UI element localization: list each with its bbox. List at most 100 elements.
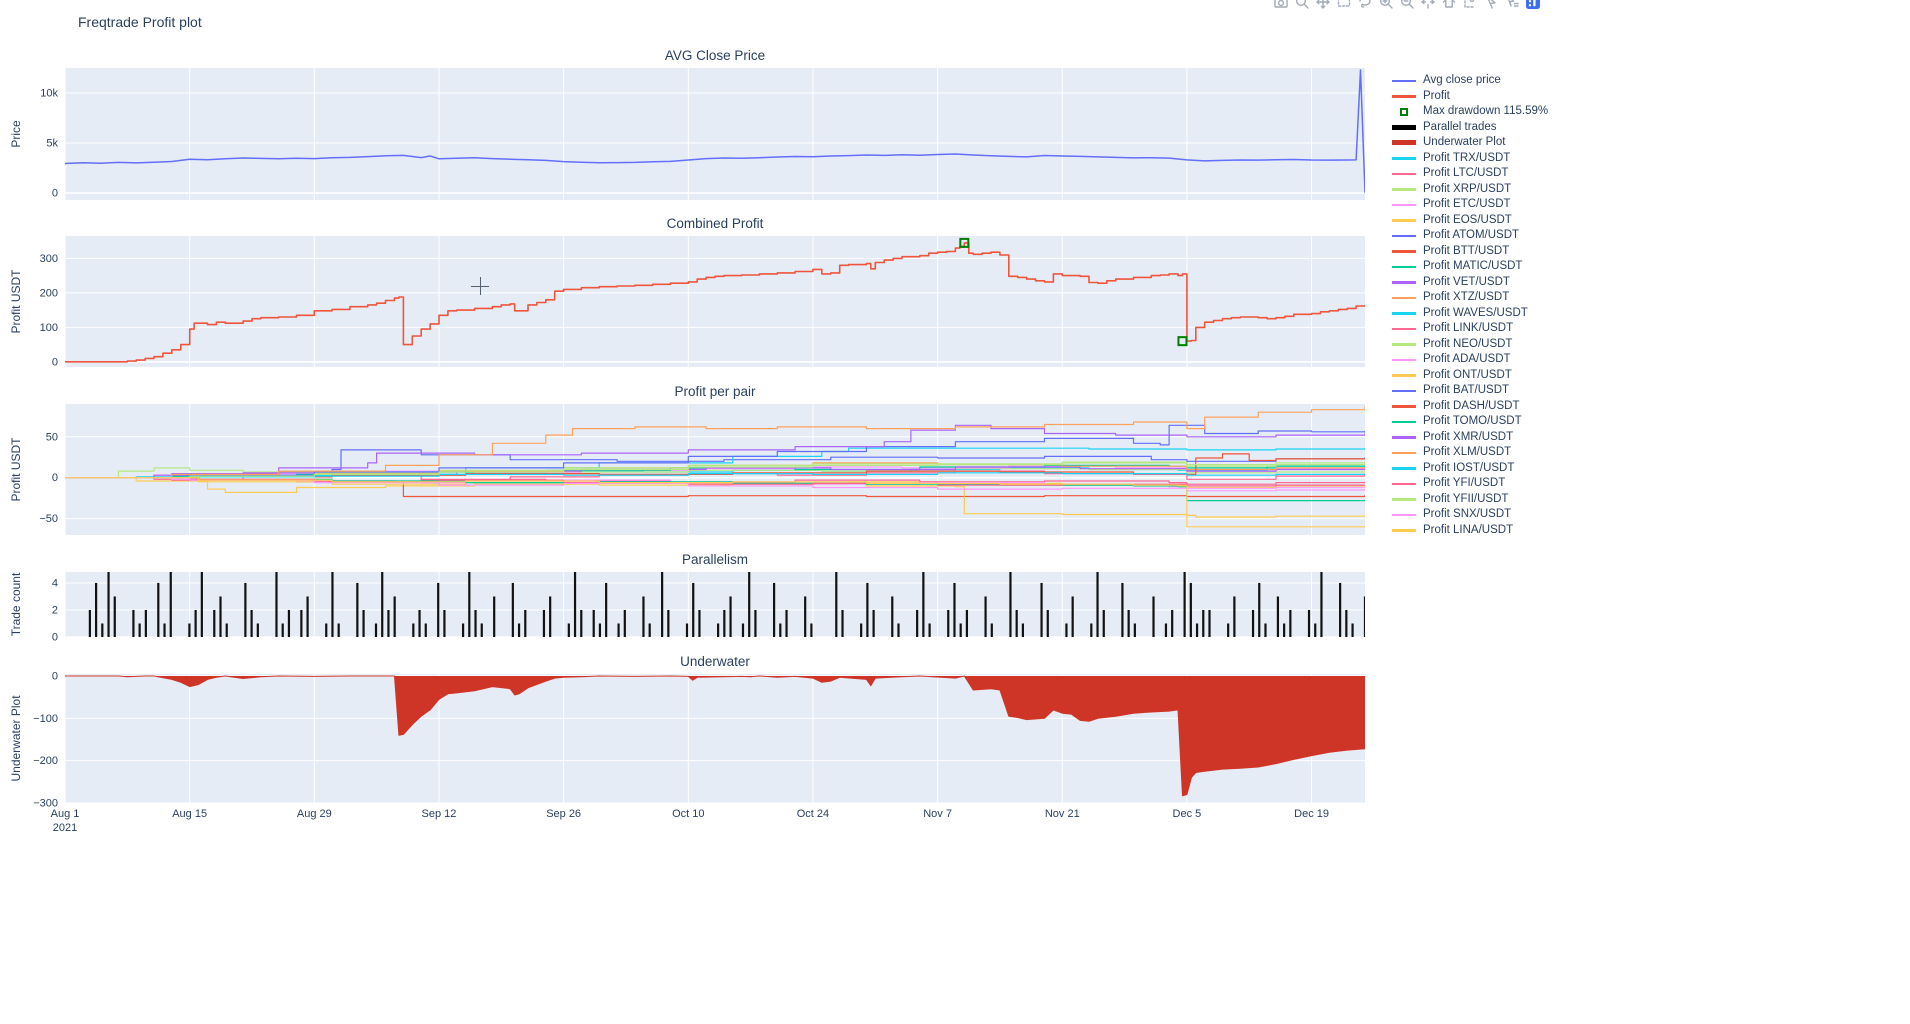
legend-item-profit-matic-usdt[interactable]: Profit MATIC/USDT	[1392, 259, 1548, 275]
trade-count-bar	[1127, 609, 1130, 637]
y-tick-label: 4	[52, 577, 58, 589]
trade-count-bar	[549, 596, 552, 637]
zoom-in-icon[interactable]	[1377, 0, 1395, 11]
legend-label: Profit IOST/USDT	[1423, 461, 1515, 474]
hover-closest-icon[interactable]	[1482, 0, 1500, 11]
trade-count-bar	[1251, 609, 1255, 637]
legend-line-sample-icon	[1392, 140, 1416, 146]
plotly-logo[interactable]	[1524, 0, 1542, 11]
legend-item-profit-xlm-usdt[interactable]: Profit XLM/USDT	[1392, 445, 1548, 461]
trade-count-bar	[965, 609, 969, 637]
trade-count-bar	[424, 623, 427, 637]
legend-item-profit-vet-usdt[interactable]: Profit VET/USDT	[1392, 275, 1548, 291]
subplot-parallelism: 0 2 4 Parallelism Trade count	[9, 552, 1365, 644]
legend-item-underwater-plot[interactable]: Underwater Plot	[1392, 135, 1548, 151]
trade-count-bar	[138, 623, 141, 637]
legend-item-max-drawdown-115-59[interactable]: Max drawdown 115.59%	[1392, 104, 1548, 120]
legend-label: Profit LINK/USDT	[1423, 322, 1514, 334]
toggle-spikelines-icon[interactable]	[1461, 0, 1479, 11]
legend-item-profit-yfi-usdt[interactable]: Profit YFI/USDT	[1392, 476, 1548, 492]
legend-item-profit-ada-usdt[interactable]: Profit ADA/USDT	[1392, 352, 1548, 368]
series-profit-dash-usdt	[65, 453, 1365, 479]
x-tick-label: Oct 24	[797, 808, 829, 820]
trade-count-bar	[412, 623, 415, 637]
plot-area[interactable]	[65, 572, 1365, 637]
legend-item-profit-tomo-usdt[interactable]: Profit TOMO/USDT	[1392, 414, 1548, 430]
download-plot-icon[interactable]	[1272, 0, 1290, 11]
trade-count-bar	[1021, 623, 1024, 637]
legend-item-profit-ltc-usdt[interactable]: Profit LTC/USDT	[1392, 166, 1548, 182]
trade-count-bar	[723, 609, 726, 637]
trade-count-bar	[213, 609, 216, 637]
legend-line-sample-icon	[1392, 451, 1416, 454]
trade-count-bar	[1276, 596, 1280, 637]
legend-item-profit-trx-usdt[interactable]: Profit TRX/USDT	[1392, 151, 1548, 167]
y-tick-label: 0	[52, 670, 58, 682]
pan-icon[interactable]	[1314, 0, 1332, 11]
legend-item-profit-eos-usdt[interactable]: Profit EOS/USDT	[1392, 213, 1548, 229]
legend-item-profit-etc-usdt[interactable]: Profit ETC/USDT	[1392, 197, 1548, 213]
subplot-content	[65, 237, 1365, 363]
plot-area[interactable]	[65, 236, 1365, 367]
legend-item-parallel-trades[interactable]: Parallel trades	[1392, 120, 1548, 136]
subplot-title-avg-close-price: AVG Close Price	[665, 48, 765, 63]
trade-count-bar	[480, 623, 483, 637]
legend-item-profit-waves-usdt[interactable]: Profit WAVES/USDT	[1392, 306, 1548, 322]
box-select-icon[interactable]	[1335, 0, 1353, 11]
trade-count-bar	[474, 609, 477, 637]
legend-item-profit-atom-usdt[interactable]: Profit ATOM/USDT	[1392, 228, 1548, 244]
legend-item-profit-xrp-usdt[interactable]: Profit XRP/USDT	[1392, 182, 1548, 198]
trade-count-bar	[605, 582, 608, 637]
trade-count-bar	[1189, 582, 1192, 637]
lasso-select-icon[interactable]	[1356, 0, 1374, 11]
legend-item-profit-neo-usdt[interactable]: Profit NEO/USDT	[1392, 337, 1548, 353]
legend-label: Profit SNX/USDT	[1423, 508, 1512, 520]
hover-compare-icon[interactable]	[1503, 0, 1521, 11]
legend-label: Profit XRP/USDT	[1423, 182, 1512, 195]
trade-count-bar	[1015, 609, 1018, 637]
legend-item-profit[interactable]: Profit	[1392, 89, 1548, 105]
subplot-content	[65, 406, 1365, 528]
legend-item-profit-xmr-usdt[interactable]: Profit XMR/USDT	[1392, 430, 1548, 446]
trade-count-bar	[661, 572, 664, 637]
legend-item-profit-iost-usdt[interactable]: Profit IOST/USDT	[1392, 461, 1548, 477]
legend-line-sample-icon	[1392, 234, 1416, 237]
zoom-icon[interactable]	[1293, 0, 1311, 11]
subplot-title-profit-per-pair: Profit per pair	[674, 384, 756, 399]
trade-count-bar	[922, 572, 925, 637]
legend-label: Profit BTT/USDT	[1423, 244, 1510, 257]
trade-count-bar	[225, 623, 228, 637]
legend: Avg close price Profit Max drawdown 115.59…	[1392, 73, 1548, 538]
legend-item-profit-snx-usdt[interactable]: Profit SNX/USDT	[1392, 507, 1548, 523]
legend-item-profit-yfii-usdt[interactable]: Profit YFII/USDT	[1392, 492, 1548, 508]
trade-count-bar	[1283, 623, 1286, 637]
y-tick-label: 0	[52, 632, 58, 644]
legend-item-profit-xtz-usdt[interactable]: Profit XTZ/USDT	[1392, 290, 1548, 306]
zoom-out-icon[interactable]	[1398, 0, 1416, 11]
trade-count-bar	[493, 596, 496, 637]
legend-label: Profit ATOM/USDT	[1423, 229, 1520, 241]
trade-count-bar	[785, 609, 788, 637]
trade-count-bar	[200, 572, 203, 637]
subplot-content	[88, 572, 1365, 637]
subplot-content	[65, 675, 1365, 797]
legend-line-sample-icon	[1392, 482, 1416, 485]
trade-count-bar	[1339, 582, 1342, 637]
legend-item-profit-link-usdt[interactable]: Profit LINK/USDT	[1392, 321, 1548, 337]
legend-item-profit-bat-usdt[interactable]: Profit BAT/USDT	[1392, 383, 1548, 399]
legend-label: Profit YFII/USDT	[1423, 492, 1509, 505]
legend-label: Profit TRX/USDT	[1423, 151, 1511, 164]
autoscale-icon[interactable]	[1419, 0, 1437, 11]
trade-count-bar	[617, 623, 620, 637]
trade-count-bar	[381, 572, 384, 637]
legend-line-sample-icon	[1392, 343, 1416, 346]
series-profit-vet-usdt	[65, 466, 1365, 479]
legend-item-avg-close-price[interactable]: Avg close price	[1392, 73, 1548, 89]
legend-item-profit-btt-usdt[interactable]: Profit BTT/USDT	[1392, 244, 1548, 260]
reset-axes-icon[interactable]	[1440, 0, 1458, 11]
plot-area[interactable]	[65, 68, 1365, 200]
y-tick-label: −300	[33, 798, 58, 810]
legend-item-profit-dash-usdt[interactable]: Profit DASH/USDT	[1392, 399, 1548, 415]
legend-item-profit-lina-usdt[interactable]: Profit LINA/USDT	[1392, 523, 1548, 539]
legend-item-profit-ont-usdt[interactable]: Profit ONT/USDT	[1392, 368, 1548, 384]
